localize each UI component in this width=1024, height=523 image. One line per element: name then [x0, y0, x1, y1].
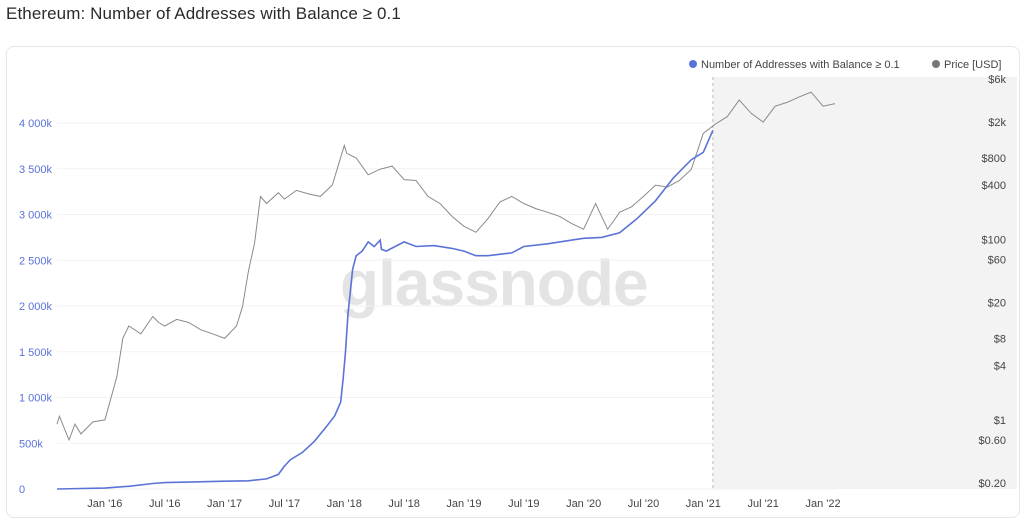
x-axis-tick-label: Jul '19 — [508, 498, 539, 510]
shaded-region-layer — [712, 77, 1017, 489]
left-axis: 0 500k 1 000k 1 500k 2 000k 2 500k 3 000k 3 500… — [19, 118, 835, 496]
right-axis: $0.20 $0.60 $1 $4 $8 $20 $60 $100 $400 $800 $2k $6k — [978, 74, 1006, 490]
legend: Number of Addresses with Balance ≥ 0.1 P… — [689, 59, 1001, 71]
right-axis-tick-label: $0.60 — [978, 435, 1006, 447]
legend-label-addresses[interactable]: Number of Addresses with Balance ≥ 0.1 — [701, 59, 900, 71]
series-line-price — [56, 91, 836, 442]
x-axis-tick-label: Jan '22 — [805, 498, 840, 510]
legend-marker-price — [932, 60, 940, 68]
right-axis-tick-label: $100 — [982, 234, 1006, 246]
left-axis-tick-label: 1 000k — [19, 393, 53, 405]
series-line-addresses — [56, 129, 714, 490]
right-axis-tick-label: $6k — [988, 74, 1006, 86]
watermark: glassnode — [340, 247, 648, 319]
right-axis-tick-label: $8 — [994, 333, 1006, 345]
left-axis-tick-label: 4 000k — [19, 118, 53, 130]
x-axis-tick-label: Jul '16 — [149, 498, 180, 510]
x-axis-tick-label: Jul '20 — [628, 498, 659, 510]
x-axis-tick-label: Jan '19 — [446, 498, 481, 510]
x-axis-tick-label: Jan '18 — [327, 498, 362, 510]
page-title: Ethereum: Number of Addresses with Balan… — [6, 4, 401, 23]
chart-frame: glassnode 0 500k 1 000k 1 500k 2 000k 2 500k 3… — [6, 46, 1020, 518]
right-axis-tick-label: $2k — [988, 117, 1006, 129]
x-axis-tick-label: Jul '17 — [269, 498, 300, 510]
right-axis-tick-label: $0.20 — [978, 478, 1006, 490]
shaded-region — [712, 77, 1017, 489]
chart-svg: glassnode 0 500k 1 000k 1 500k 2 000k 2 500k 3… — [19, 59, 1017, 510]
x-axis-tick-label: Jan '20 — [566, 498, 601, 510]
x-axis-tick-label: Jan '21 — [686, 498, 721, 510]
left-axis-tick-label: 500k — [19, 438, 43, 450]
left-axis-tick-label: 1 500k — [19, 347, 53, 359]
x-axis-tick-label: Jul '18 — [388, 498, 419, 510]
x-axis-tick-label: Jul '21 — [747, 498, 778, 510]
right-axis-tick-label: $4 — [994, 361, 1006, 373]
left-axis-tick-label: 3 500k — [19, 164, 53, 176]
right-axis-tick-label: $20 — [988, 298, 1006, 310]
left-axis-tick-label: 2 000k — [19, 301, 53, 313]
x-axis-tick-label: Jan '17 — [207, 498, 242, 510]
left-axis-tick-label: 3 000k — [19, 210, 53, 222]
legend-marker-addresses — [689, 60, 697, 68]
series-layer — [56, 91, 836, 490]
legend-label-price[interactable]: Price [USD] — [944, 59, 1001, 71]
x-axis: Jan '16 Jul '16 Jan '17 Jul '17 Jan '18 Jul '… — [87, 498, 840, 510]
left-axis-tick-label: 0 — [19, 484, 25, 496]
right-axis-tick-label: $800 — [982, 153, 1006, 165]
right-axis-tick-label: $60 — [988, 254, 1006, 266]
left-axis-tick-label: 2 500k — [19, 255, 53, 267]
x-axis-tick-label: Jan '16 — [87, 498, 122, 510]
right-axis-tick-label: $1 — [994, 415, 1006, 427]
right-axis-tick-label: $400 — [982, 180, 1006, 192]
